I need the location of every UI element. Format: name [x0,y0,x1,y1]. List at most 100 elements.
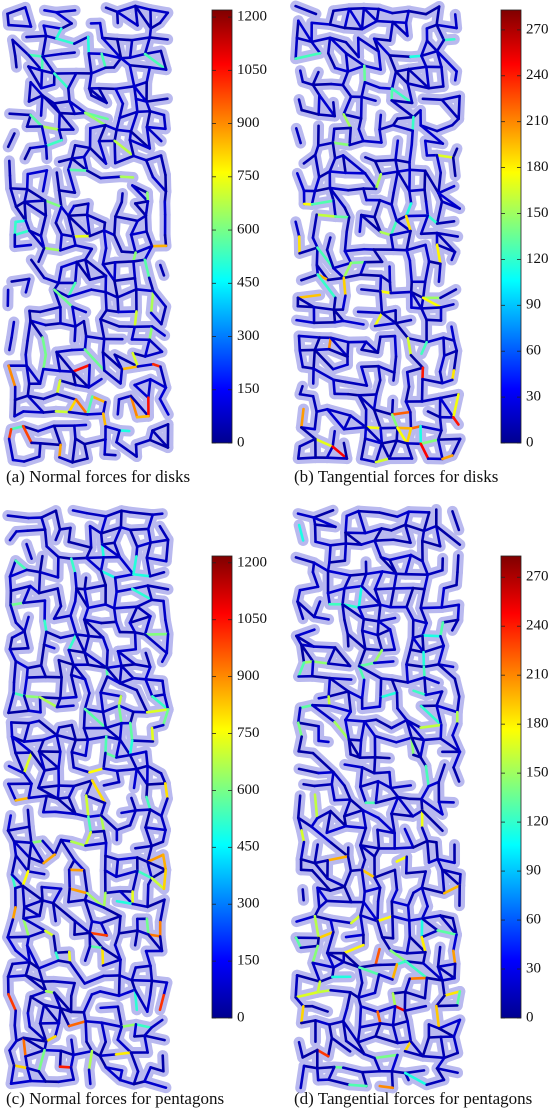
contact-force [60,234,61,250]
contact-force [392,1071,393,1088]
contact-force [10,176,11,189]
contact-force [105,737,106,753]
contact-force [393,250,406,251]
contact-force [392,1071,405,1073]
contact-force [29,82,31,101]
contact-force [359,394,377,395]
contact-force [118,297,119,312]
tick-label: 120 [526,251,549,267]
caption: (a) Normal forces for disks [6,467,190,486]
contact-force [135,311,137,326]
tick-label: 0 [237,434,245,450]
contact-force [413,588,424,589]
contact-force [146,785,147,797]
contact-force [296,975,297,997]
contact-force [398,170,410,172]
contact-force [364,66,365,82]
tick-label: 150 [237,381,260,397]
contact-force [13,962,30,964]
contact-force [380,1086,393,1088]
contact-force [31,1081,46,1082]
contact-force [40,443,60,445]
contact-force [382,650,395,651]
contact-force [101,177,121,178]
contact-force [88,37,89,54]
contact-force [165,235,166,246]
contact-force [136,445,137,457]
tick-label: 120 [526,814,549,830]
contact-force [406,216,428,217]
tick-label: 1200 [237,554,267,570]
contact-force [408,906,409,921]
contact-force [75,573,76,588]
contact-force [441,725,442,739]
contact-force [10,577,11,591]
contact-force [365,649,382,650]
tick-label: 150 [237,953,260,969]
contact-force [153,514,163,515]
contact-force [137,111,150,112]
contact-force [39,572,40,593]
contact-force [45,621,47,632]
contact-force [14,661,16,682]
contact-force [297,21,298,38]
force-network [296,6,461,462]
contact-force [296,38,297,59]
tick-label: 150 [526,765,549,781]
contact-force [28,810,29,827]
tick-label: 30 [526,389,541,405]
contact-force [58,557,71,559]
contact-force [134,1024,135,1036]
contact-force [31,841,42,843]
contact-force [455,14,456,28]
contact-force [43,369,60,371]
contact-force [152,728,153,741]
contact-force [301,946,318,948]
contact-force [425,678,426,695]
tick-label: 0 [237,1009,245,1025]
contact-force [299,336,300,350]
contact-force [45,1050,61,1051]
contact-force [314,322,335,323]
contact-force [42,887,61,889]
tick-label: 270 [526,21,549,37]
contact-force [29,311,30,321]
contact-force [90,526,91,547]
contact-force [299,751,313,753]
contact-force [133,678,145,679]
contact-force [101,622,116,623]
contact-force [380,291,390,293]
contact-force [133,261,134,278]
contact-force [381,678,392,679]
force-network [8,510,168,1087]
contact-force [395,847,414,848]
colorbar [212,10,232,443]
contact-force [364,720,376,722]
contact-force [84,1012,86,1021]
contact-force [130,529,148,530]
contact-force [121,177,133,178]
contact-force [298,446,300,458]
contact-force [459,96,460,119]
contact-force [374,661,393,662]
contact-force [10,648,28,649]
panel: 015030045060075090010501200(c) Normal fo… [6,510,267,1108]
contact-force [407,372,409,387]
contact-force [134,1036,144,1037]
tick-label: 30 [526,960,541,976]
contact-force [106,292,107,310]
panel: 0306090120150180210240270(d) Tangential … [294,510,549,1108]
contact-force [393,992,405,993]
contact-force [60,697,76,698]
contact-force [392,902,393,917]
contact-force [28,858,29,872]
contact-force [429,1037,441,1038]
contact-force [317,1067,334,1068]
tick-label: 240 [526,67,549,83]
contact-force [56,952,69,953]
contact-force [317,1068,318,1080]
contact-force [26,1056,28,1068]
contact-force [410,56,421,57]
contact-force [91,831,104,832]
contact-force [11,188,28,189]
